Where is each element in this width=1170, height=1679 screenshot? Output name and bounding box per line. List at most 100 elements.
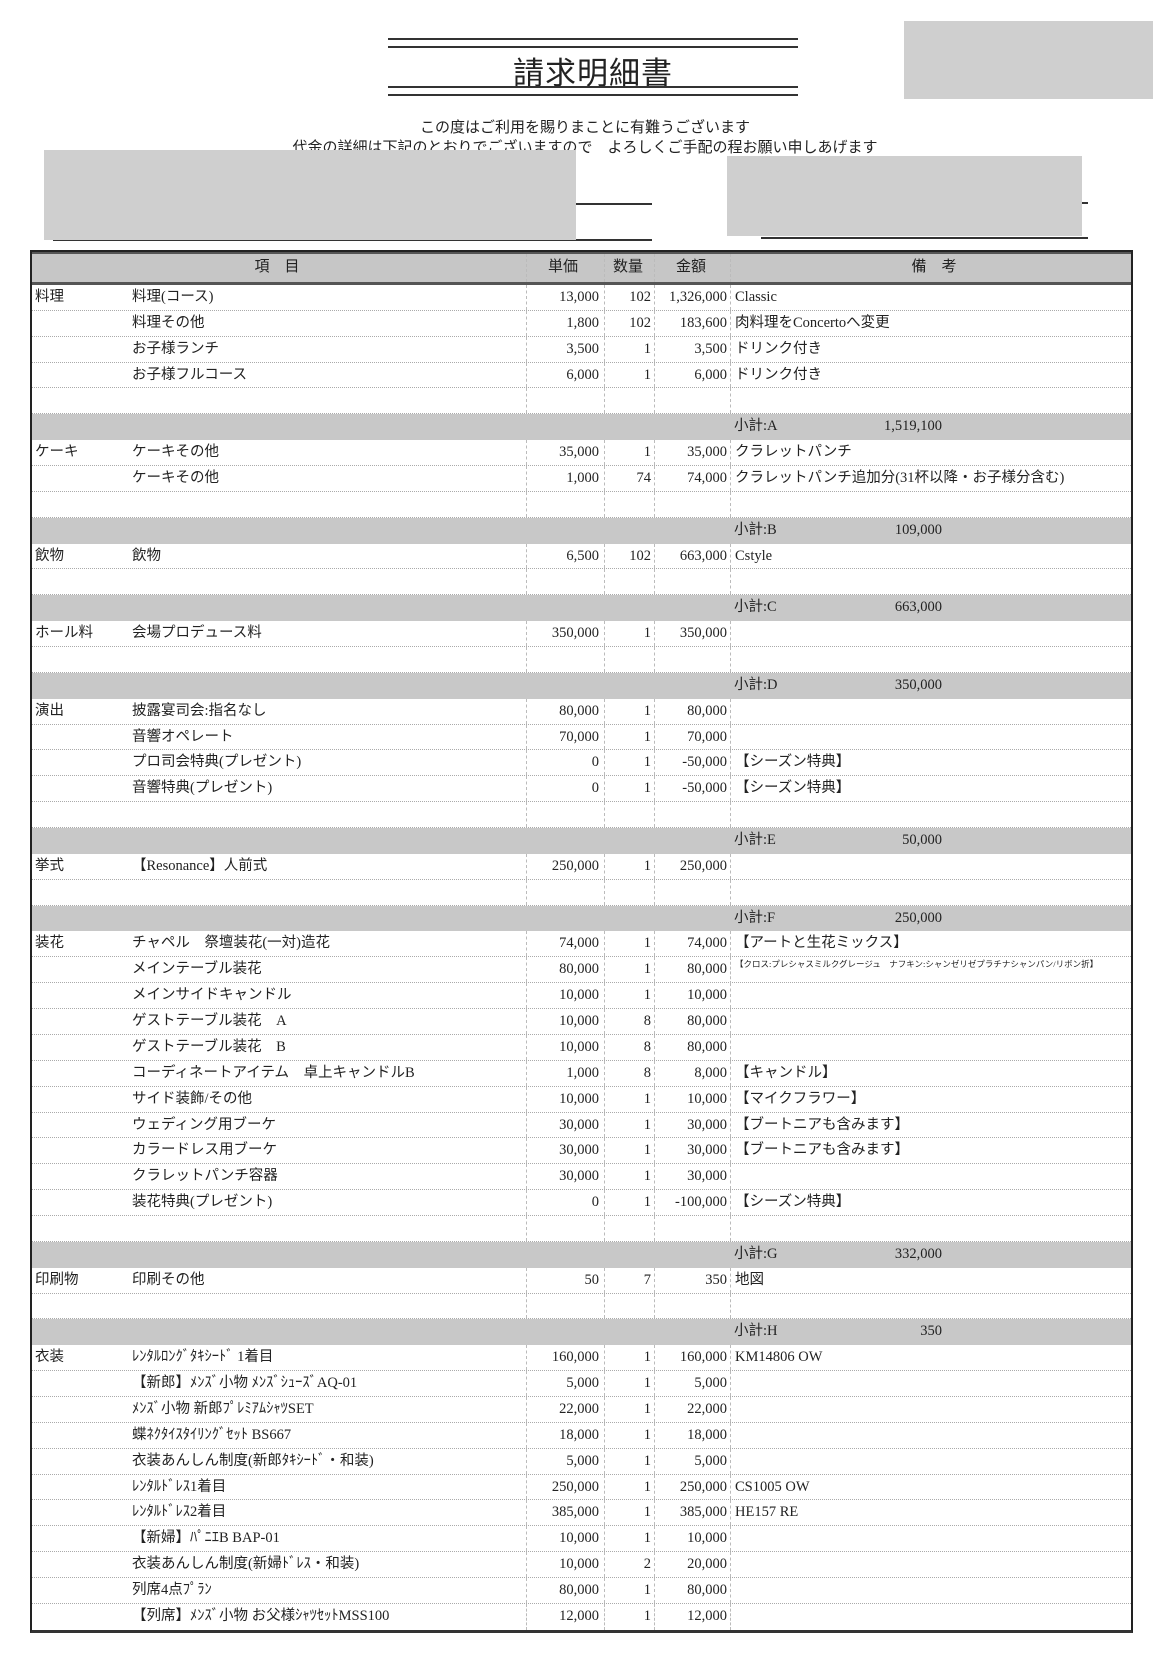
unit-price-cell: 10,000 xyxy=(526,1552,599,1577)
category-cell: 演出 xyxy=(35,702,64,719)
table-row: 【新婦】ﾊﾟﾆｴB BAP-01 10,000 1 10,000 xyxy=(32,1526,1131,1553)
qty-cell: 74 xyxy=(604,466,651,491)
empty-cell xyxy=(132,802,522,827)
qty-cell: 1 xyxy=(604,440,651,466)
amount-cell: 350,000 xyxy=(654,621,727,647)
amount-cell: 663,000 xyxy=(654,543,727,569)
note-cell xyxy=(730,1396,1133,1422)
qty-cell: 1 xyxy=(604,750,651,776)
item-name-cell: 印刷その他 xyxy=(132,1271,205,1288)
unit-price-cell: 18,000 xyxy=(526,1422,599,1448)
unit-price-cell: 3,500 xyxy=(526,336,599,362)
category-cell xyxy=(35,983,130,1008)
page-title: 請求明細書 xyxy=(513,56,673,91)
table-row: お子様フルコース 6,000 1 6,000 ドリンク付き xyxy=(32,362,1131,389)
unit-price-cell: 0 xyxy=(526,776,599,802)
empty-cell xyxy=(132,569,522,594)
amount-cell: 1,326,000 xyxy=(654,285,727,310)
blank-row xyxy=(32,802,1133,829)
unit-price-cell: 10,000 xyxy=(526,1034,599,1060)
category-cell xyxy=(35,776,130,801)
qty-cell: 1 xyxy=(604,1345,651,1371)
table-row: クラレットパンチ容器 30,000 1 30,000 xyxy=(32,1164,1131,1191)
table-row: ﾚﾝﾀﾙﾄﾞﾚｽ2着目 385,000 1 385,000 HE157 RE xyxy=(32,1500,1131,1527)
subtotal-row: 小計:E 50,000 xyxy=(32,828,1131,854)
note-cell: 【ブートニアも含みます】 xyxy=(730,1138,1133,1164)
item-name-cell: 【新婦】ﾊﾟﾆｴB BAP-01 xyxy=(132,1530,280,1547)
empty-cell xyxy=(730,1215,1133,1241)
unit-price-cell: 10,000 xyxy=(526,1009,599,1034)
table-row: 衣装あんしん制度(新郎ﾀｷｼｰﾄﾞ・和装) 5,000 1 5,000 xyxy=(32,1448,1131,1475)
table-header: 項 目 単価 数量 金額 備 考 xyxy=(32,252,1131,285)
note-cell: クラレットパンチ追加分(31杯以降・お子様分含む) xyxy=(730,466,1133,491)
qty-cell: 1 xyxy=(604,983,651,1009)
table-row: ﾒﾝｽﾞ小物 新郎ﾌﾟﾚﾐｱﾑｼｬﾂSET 22,000 1 22,000 xyxy=(32,1396,1133,1423)
unit-price-cell: 30,000 xyxy=(526,1112,599,1138)
qty-cell: 1 xyxy=(604,1500,651,1526)
unit-price-cell: 10,000 xyxy=(526,1526,599,1552)
empty-cell xyxy=(730,802,1133,828)
empty-cell xyxy=(35,880,130,905)
subtotal-value: 1,519,100 xyxy=(884,418,942,435)
table-row: メインテーブル装花 80,000 1 80,000 【クロス:プレシャスミルクグレージュ… xyxy=(32,957,1133,985)
note-cell: 地図 xyxy=(730,1267,1133,1293)
category-cell xyxy=(35,725,130,750)
amount-cell: 30,000 xyxy=(654,1164,727,1190)
qty-cell: 1 xyxy=(604,931,651,957)
table-row: ケーキその他 1,000 74 74,000 クラレットパンチ追加分(31杯以降・お子様… xyxy=(32,466,1131,492)
subtotal-value: 663,000 xyxy=(894,599,942,616)
table-row: 列席4点ﾌﾟﾗﾝ 80,000 1 80,000 xyxy=(32,1577,1131,1604)
note-cell: CS1005 OW xyxy=(730,1474,1133,1500)
table-row: ホール料 会場プロデュース料 350,000 1 350,000 xyxy=(32,621,1131,648)
category-cell xyxy=(35,311,130,336)
empty-cell xyxy=(526,1215,599,1241)
table-row: 印刷物 印刷その他 50 7 350 地図 xyxy=(32,1267,1133,1294)
amount-cell: 80,000 xyxy=(654,1577,727,1603)
amount-cell: 80,000 xyxy=(654,698,727,724)
empty-cell xyxy=(730,1293,1133,1319)
note-cell: 【クロス:プレシャスミルクグレージュ ナフキン:シャンゼリゼプラチナシャンパン/… xyxy=(730,957,1133,985)
blank-row xyxy=(32,647,1131,673)
redacted-date xyxy=(727,156,1082,236)
table-row: 装花特典(プレゼント) 0 1 -100,000 【シーズン特典】 xyxy=(32,1190,1131,1216)
unit-price-cell: 5,000 xyxy=(526,1371,599,1396)
amount-cell: 160,000 xyxy=(654,1345,727,1371)
item-name-cell: 音響オペレート xyxy=(132,728,234,745)
empty-cell xyxy=(604,647,651,672)
table-row: コーディネートアイテム 卓上キャンドルB 1,000 8 8,000 【キャンドル】 xyxy=(32,1060,1131,1087)
empty-cell xyxy=(132,1216,522,1241)
category-cell xyxy=(35,337,130,362)
empty-cell xyxy=(654,569,727,595)
unit-price-cell: 80,000 xyxy=(526,1577,599,1603)
empty-cell xyxy=(132,880,522,905)
item-name-cell: ウェディング用ブーケ xyxy=(132,1116,276,1133)
qty-cell: 8 xyxy=(604,1034,651,1060)
item-name-cell: 飲物 xyxy=(132,547,161,564)
empty-cell xyxy=(604,1215,651,1241)
note-cell xyxy=(730,698,1133,724)
qty-cell: 1 xyxy=(604,1396,651,1422)
empty-cell xyxy=(730,879,1133,905)
category-cell xyxy=(35,1138,130,1163)
unit-price-cell: 80,000 xyxy=(526,698,599,724)
empty-cell xyxy=(604,569,651,595)
empty-cell xyxy=(132,492,522,517)
subtotal-value: 250,000 xyxy=(894,909,942,926)
category-cell xyxy=(35,750,130,775)
category-cell xyxy=(35,1190,130,1215)
table-row: メインサイドキャンドル 10,000 1 10,000 xyxy=(32,983,1131,1010)
unit-price-cell: 50 xyxy=(526,1267,599,1293)
amount-cell: 250,000 xyxy=(654,1474,727,1500)
amount-cell: 30,000 xyxy=(654,1112,727,1138)
empty-cell xyxy=(132,1294,522,1319)
empty-cell xyxy=(35,388,130,413)
subtotal-row: 小計:G 332,000 xyxy=(32,1241,1131,1268)
table-row: 蝶ﾈｸﾀｲｽﾀｲﾘﾝｸﾞｾｯﾄ BS667 18,000 1 18,000 xyxy=(32,1422,1131,1449)
amount-cell: 74,000 xyxy=(654,931,727,957)
note-cell: Classic xyxy=(730,285,1133,310)
redacted-customer-name xyxy=(44,150,576,240)
note-cell xyxy=(730,724,1133,750)
empty-cell xyxy=(730,491,1133,517)
table-row: 演出 披露宴司会:指名なし 80,000 1 80,000 xyxy=(32,698,1133,725)
unit-price-cell: 160,000 xyxy=(526,1345,599,1371)
